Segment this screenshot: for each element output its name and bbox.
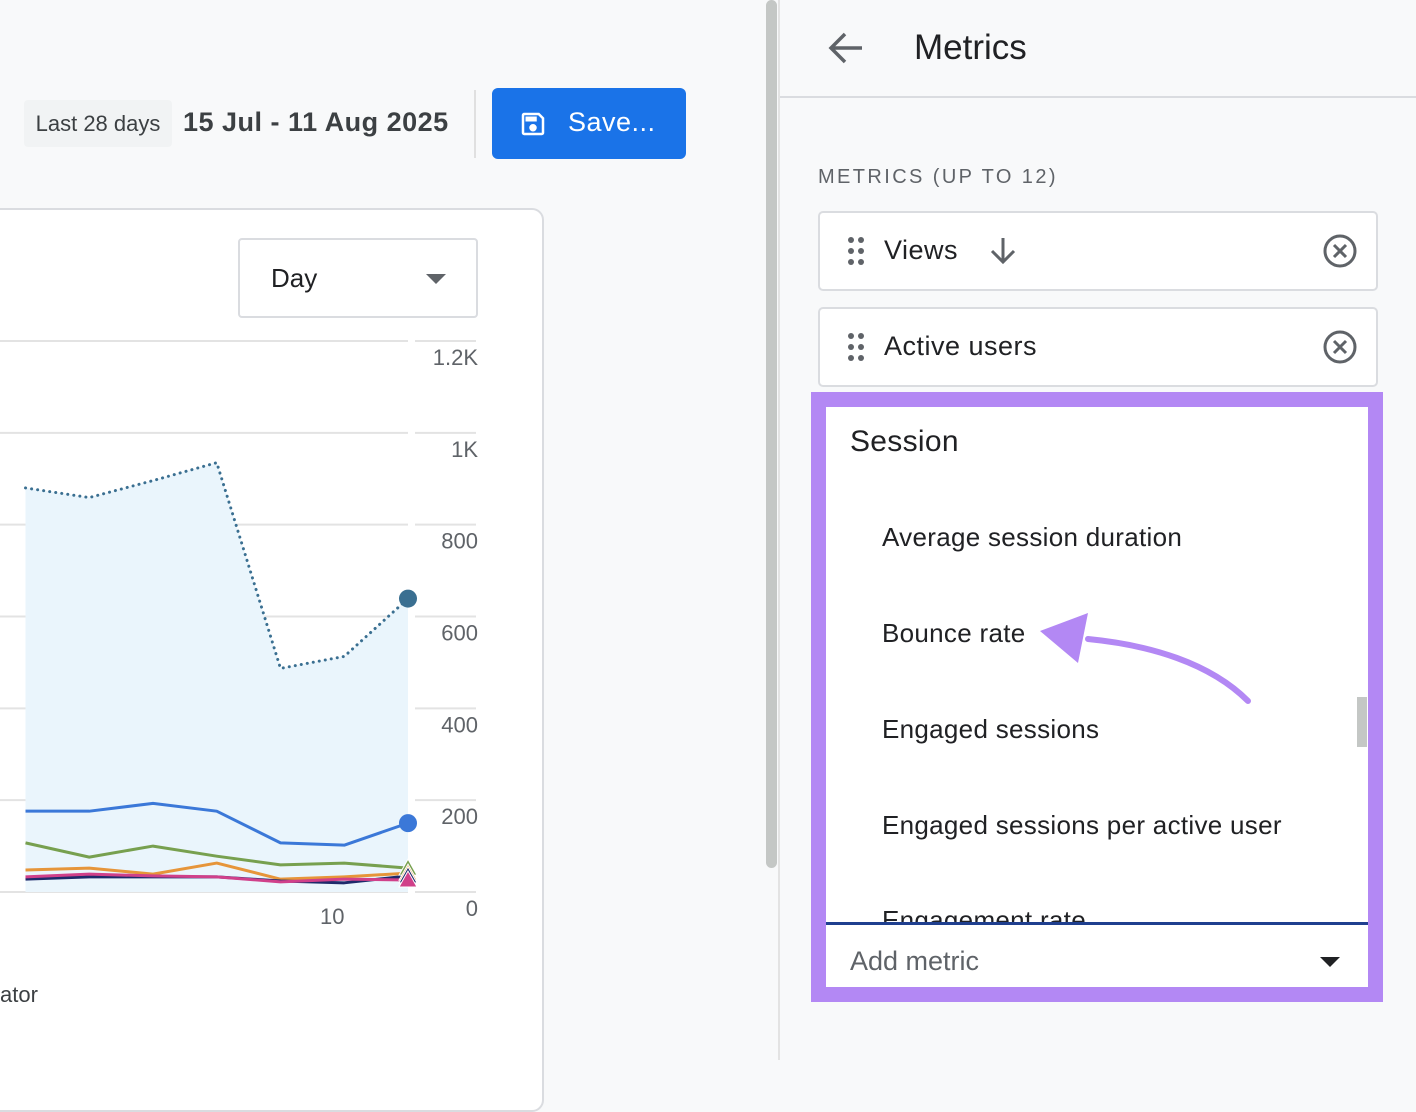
series-line [25,801,409,847]
annotation-arrow [1040,613,1251,704]
header-rule [780,96,1416,98]
panel-border [778,0,780,1060]
y-tick-label: 600 [441,621,478,646]
save-button[interactable]: Save... [492,88,686,159]
scrollbar[interactable] [766,0,777,868]
input-underline [826,922,1368,925]
y-tick-label: 800 [441,529,478,554]
option-group: Session [850,425,959,458]
y-tick-label: 200 [441,804,478,829]
option[interactable]: Engagement rate [882,905,1086,923]
y-tick-label: 0 [466,896,478,921]
option[interactable]: Bounce rate [882,618,1026,648]
range-label[interactable]: Last 28 days [24,100,172,147]
save-icon [521,112,545,136]
sort-icon[interactable] [988,236,1018,266]
y-tick-label: 1.2K [433,345,479,370]
series-line [24,461,410,670]
metric-name: Active users [884,331,1038,361]
y-tick-label: 1K [451,437,478,462]
back-button[interactable] [828,31,864,65]
metric-chip[interactable]: Active users [818,307,1378,387]
point-marker [399,814,417,833]
series-line [25,841,409,870]
drag-handle [848,237,864,265]
series-line [25,872,409,884]
divider [474,90,476,158]
granularity-value: Day [271,263,318,293]
legend-fragment: ator [0,982,38,1007]
metric-chip[interactable]: Views [818,211,1378,291]
y-tick-label: 400 [441,712,478,737]
dropdown-arrow [1320,957,1340,967]
add-metric-input[interactable]: Add metric [826,925,1368,987]
line-chart: ator 0 200 400 600 800 1K 1.2K 10 [0,340,479,1007]
x-tick-label: 10 [320,904,344,929]
list-scrollbar[interactable] [1357,697,1367,747]
option[interactable]: Engaged sessions [882,714,1100,744]
metric-name: Views [884,235,959,265]
remove-icon[interactable] [1322,329,1358,365]
granularity-select[interactable]: Day [238,238,478,318]
metric-dropdown: Session Average session duration Bounce … [826,407,1368,987]
point-marker [399,589,417,608]
point-marker [398,870,418,888]
panel-title: Metrics [914,28,1027,67]
section-label: METRICS (UP TO 12) [818,166,1058,188]
date-range: 15 Jul - 11 Aug 2025 [183,107,449,137]
area [25,462,408,892]
series-line [25,861,409,881]
placeholder: Add metric [850,946,980,976]
drag-handle [848,333,864,361]
dropdown-arrow [426,274,446,284]
option[interactable]: Engaged sessions per active user [882,810,1282,840]
save-label: Save... [568,107,656,137]
option-clip: Engagement rate [826,905,1368,923]
remove-icon[interactable] [1322,233,1358,269]
option[interactable]: Average session duration [882,522,1183,552]
